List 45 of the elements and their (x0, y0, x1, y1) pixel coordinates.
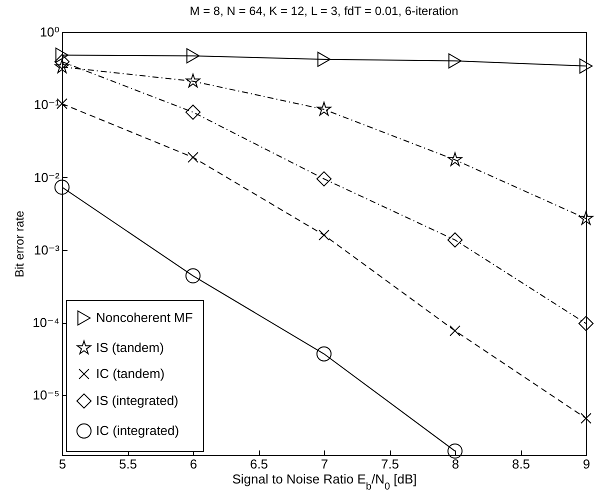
legend-label: IC (integrated) (96, 423, 180, 438)
y-tick-label: 10⁻⁴ (32, 315, 60, 330)
point (317, 52, 331, 67)
point (316, 346, 332, 362)
legend-label: IS (tandem) (96, 340, 164, 355)
legend-label: IS (integrated) (96, 393, 178, 408)
x-tick-label: 7.5 (380, 456, 400, 472)
x-tick-label: 5 (58, 456, 66, 472)
point (185, 268, 201, 284)
point (579, 58, 593, 74)
point (185, 104, 201, 120)
x-tick-label: 9 (582, 456, 590, 472)
point (186, 74, 200, 88)
y-tick-label: 10⁻² (34, 170, 60, 185)
chart-title: M = 8, N = 64, K = 12, L = 3, fdT = 0.01, 6-iteration (190, 4, 458, 18)
point (55, 48, 69, 63)
y-axis-title: Bit error rate (12, 210, 27, 278)
point (448, 53, 462, 68)
x-tick-label: 8 (452, 456, 460, 472)
point (186, 48, 200, 64)
x-tick-label: 6 (190, 456, 198, 472)
y-tick-label: 10⁻³ (34, 242, 60, 258)
y-tick-label: 10⁻⁵ (32, 388, 60, 403)
x-axis-title: Signal to Noise Ratio E$_{b}$/N$_{0}$ [dB] (232, 472, 417, 492)
point (447, 232, 463, 248)
point (54, 54, 70, 70)
point (316, 102, 332, 116)
legend-label: IC (tandem) (96, 366, 165, 381)
point (316, 171, 332, 186)
point (578, 210, 594, 225)
x-tick-label: 8.5 (512, 456, 530, 472)
point (447, 443, 463, 459)
point (578, 316, 594, 332)
x-tick-label: 7 (320, 456, 328, 472)
x-tick-label: 5.5 (118, 456, 138, 472)
point (450, 325, 460, 336)
point (580, 412, 592, 424)
x-tick-label: 6.5 (250, 456, 268, 472)
point (318, 230, 330, 241)
legend-label: Noncoherent MF (96, 310, 193, 325)
point (448, 152, 462, 166)
point (188, 152, 198, 163)
y-tick-label: 10⁰ (40, 24, 60, 40)
point (54, 59, 70, 74)
y-tick-label: 10⁻¹ (34, 97, 60, 112)
